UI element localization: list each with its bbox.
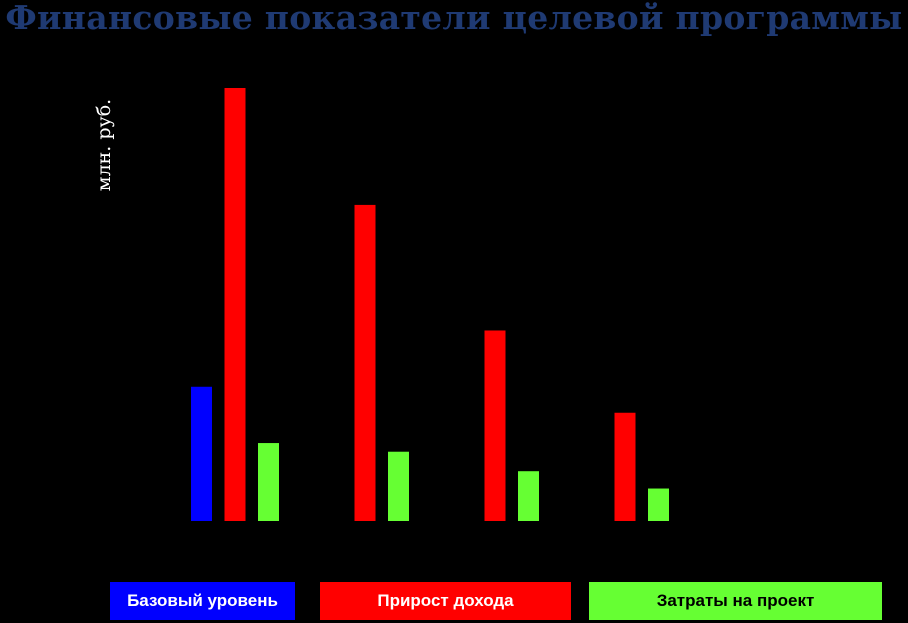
chart-title: Финансовые показатели целевой программы — [5, 0, 903, 37]
bar-income-growth-3 — [484, 330, 506, 521]
bar-income-growth-2 — [354, 204, 376, 521]
bar-project-costs-2 — [388, 451, 409, 521]
bar-project-costs-1 — [258, 443, 279, 521]
legend-label-income-growth: Прирост дохода — [377, 591, 514, 610]
legend-item-income-growth: Прирост дохода — [320, 582, 571, 620]
bar-project-costs-3 — [518, 471, 539, 521]
bar-base-level-1 — [191, 386, 212, 521]
legend-label-project-costs: Затраты на проект — [656, 591, 815, 610]
legend-label-base-level: Базовый уровень — [127, 591, 278, 610]
bar-project-costs-4 — [648, 488, 669, 521]
legend-item-project-costs: Затраты на проект — [589, 582, 882, 620]
bar-income-growth-1 — [224, 88, 246, 521]
bar-income-growth-4 — [614, 412, 636, 521]
legend-item-base-level: Базовый уровень — [110, 582, 295, 620]
